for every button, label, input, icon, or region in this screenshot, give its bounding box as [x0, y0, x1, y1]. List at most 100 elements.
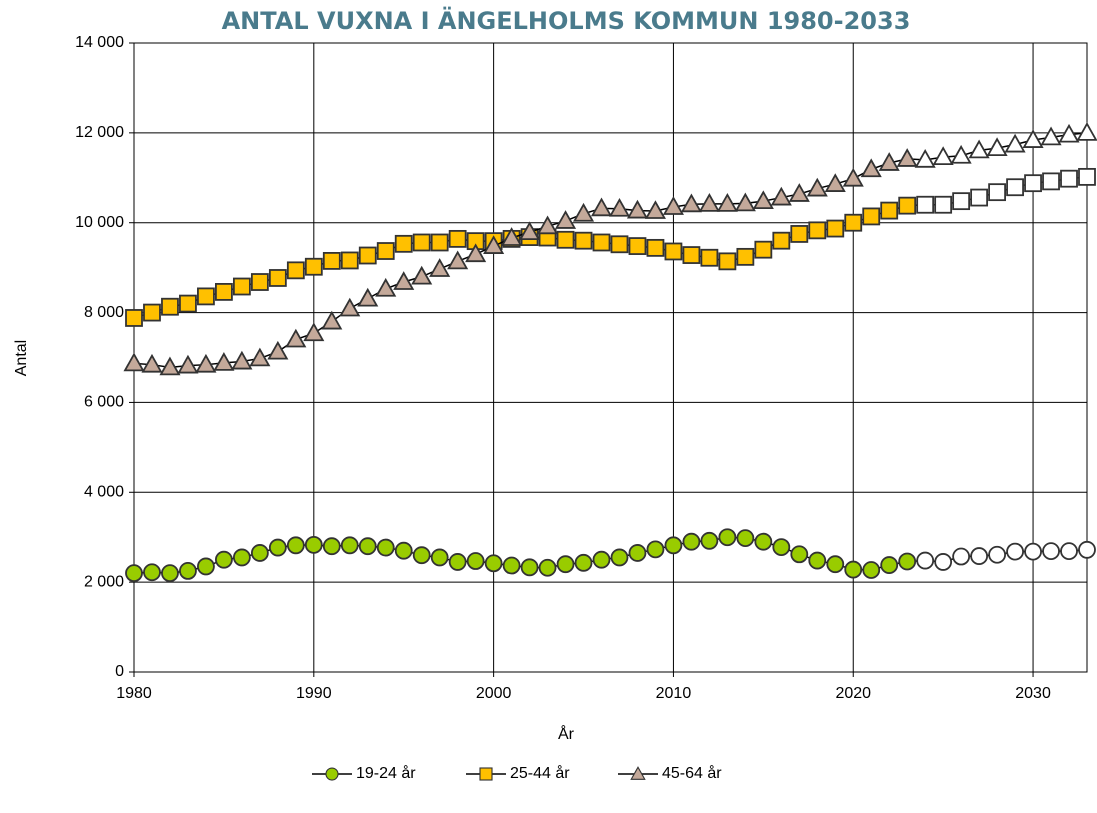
data-point — [808, 551, 827, 570]
data-point — [898, 196, 917, 215]
data-point — [502, 556, 521, 575]
data-point — [808, 221, 827, 240]
data-point — [1058, 123, 1080, 143]
data-point — [286, 536, 305, 555]
data-point — [934, 553, 953, 571]
data-point — [590, 197, 613, 217]
data-point — [644, 200, 666, 219]
data-point — [321, 310, 343, 330]
data-point — [736, 529, 755, 548]
legend-label: 19-24 år — [356, 764, 416, 782]
data-point — [268, 269, 287, 287]
data-point — [267, 340, 289, 360]
data-point — [1076, 122, 1097, 141]
data-point — [790, 225, 809, 243]
y-tick-label: 2 000 — [84, 573, 124, 590]
data-point — [572, 202, 595, 222]
data-point — [1024, 542, 1042, 561]
data-point — [574, 553, 593, 572]
data-point — [161, 297, 179, 316]
data-point — [752, 190, 774, 210]
data-point — [177, 354, 199, 374]
data-point — [376, 538, 395, 557]
data-point — [700, 248, 719, 267]
data-point — [664, 242, 683, 261]
x-tick-label: 2010 — [656, 685, 692, 702]
x-tick-label: 2030 — [1015, 685, 1051, 702]
data-point — [394, 541, 413, 560]
x-tick-label: 1980 — [116, 685, 152, 702]
data-point — [448, 229, 467, 248]
data-point — [304, 535, 323, 554]
data-point — [896, 148, 918, 167]
data-point — [340, 251, 359, 270]
data-point — [249, 347, 271, 367]
data-point — [842, 167, 864, 187]
data-point — [213, 352, 235, 371]
data-point — [574, 231, 593, 250]
data-point — [250, 544, 269, 562]
data-point — [968, 139, 990, 159]
data-point — [626, 199, 649, 219]
legend-marker — [630, 766, 646, 780]
data-point — [197, 287, 215, 306]
data-point — [662, 196, 684, 215]
data-point — [682, 532, 701, 551]
data-point — [393, 271, 415, 290]
data-point — [125, 564, 143, 583]
x-axis-label: År — [558, 724, 575, 743]
data-point — [700, 531, 719, 550]
data-point — [322, 252, 341, 270]
x-tick-label: 2000 — [476, 685, 512, 702]
data-point — [412, 233, 431, 252]
data-point — [844, 560, 863, 579]
data-point — [754, 240, 773, 259]
data-point — [646, 540, 665, 559]
data-point — [375, 277, 397, 297]
y-tick-label: 14 000 — [75, 34, 124, 51]
data-point — [806, 177, 828, 197]
y-tick-label: 8 000 — [84, 304, 124, 321]
data-point — [465, 243, 487, 263]
data-point — [1078, 540, 1096, 559]
y-tick-label: 0 — [115, 663, 124, 680]
data-point — [646, 238, 665, 257]
data-point — [231, 350, 253, 370]
data-point — [1024, 174, 1042, 193]
data-point — [772, 538, 791, 556]
data-point — [716, 193, 738, 212]
data-point — [358, 537, 377, 556]
data-point — [519, 221, 541, 241]
data-point — [1060, 542, 1078, 561]
data-point — [538, 558, 557, 577]
data-point — [322, 537, 341, 556]
data-point — [932, 146, 954, 166]
data-point — [592, 550, 611, 569]
data-point — [303, 322, 325, 342]
data-point — [988, 183, 1006, 202]
data-point — [447, 250, 469, 270]
data-point — [556, 230, 575, 249]
data-point — [232, 277, 251, 296]
data-point — [1022, 129, 1044, 148]
data-point — [412, 546, 431, 565]
data-point — [1042, 542, 1060, 561]
legend-label: 25-44 år — [510, 764, 570, 782]
data-point — [376, 242, 395, 260]
data-point — [824, 173, 846, 192]
data-point — [736, 247, 755, 266]
data-point — [826, 219, 845, 238]
data-point — [215, 283, 233, 301]
data-point — [1060, 169, 1078, 188]
data-point — [628, 237, 647, 255]
data-point — [556, 555, 575, 574]
data-point — [988, 545, 1006, 564]
data-point — [232, 548, 251, 567]
data-point — [934, 195, 953, 214]
y-tick-label: 12 000 — [75, 124, 124, 141]
data-point — [1042, 172, 1060, 191]
data-point — [340, 536, 359, 555]
y-tick-label: 4 000 — [84, 484, 124, 501]
data-point — [466, 552, 485, 570]
